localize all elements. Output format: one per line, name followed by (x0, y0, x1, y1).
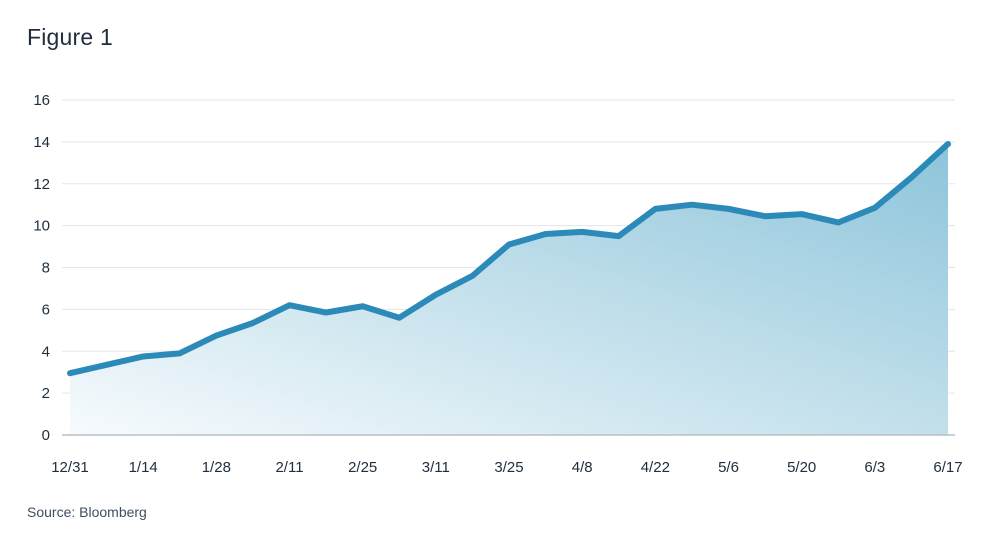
x-tick-label: 4/8 (572, 459, 593, 476)
y-tick-label: 8 (42, 260, 50, 277)
data-point (433, 292, 439, 298)
source-note: Source: Bloomberg (27, 504, 147, 520)
chart-title: Figure 1 (27, 24, 113, 50)
x-tick-label: 6/3 (864, 459, 885, 476)
series-line (67, 140, 951, 377)
data-point (616, 233, 622, 239)
data-point (543, 231, 549, 237)
x-tick-label: 3/11 (422, 459, 450, 476)
y-tick-label: 12 (33, 176, 50, 193)
data-point (140, 353, 146, 359)
data-point (250, 320, 256, 326)
data-point (67, 370, 73, 376)
area-fill (70, 143, 948, 435)
y-axis-tick-labels: 0 2 4 6 8 10 12 14 16 (33, 92, 50, 444)
area-layer (67, 140, 951, 435)
data-point (689, 202, 695, 208)
y-tick-label: 16 (33, 92, 50, 109)
data-point (908, 174, 914, 180)
y-tick-label: 2 (42, 385, 50, 402)
y-tick-label: 6 (42, 301, 50, 318)
x-tick-label: 1/14 (129, 459, 158, 476)
y-tick-label: 14 (33, 134, 50, 151)
x-tick-label: 2/11 (275, 459, 303, 476)
y-tick-label: 10 (33, 218, 50, 235)
y-tick-label: 4 (42, 343, 50, 360)
x-tick-label: 2/25 (348, 459, 377, 476)
data-point (469, 273, 475, 279)
data-point (762, 213, 768, 219)
x-axis-tick-labels: 12/31 1/14 1/28 2/11 2/25 3/11 3/25 4/8 4/22 5/6 5… (51, 459, 962, 476)
x-tick-label: 6/17 (933, 459, 962, 476)
x-tick-label: 4/22 (641, 459, 670, 476)
x-tick-label: 12/31 (51, 459, 89, 476)
data-point (872, 205, 878, 211)
data-point (506, 241, 512, 247)
data-point (104, 362, 110, 368)
data-point (726, 206, 732, 212)
data-point (287, 302, 293, 308)
data-point (396, 315, 402, 321)
data-point (652, 206, 658, 212)
y-tick-label: 0 (42, 427, 50, 444)
x-tick-label: 3/25 (494, 459, 523, 476)
data-point (579, 229, 585, 235)
data-point (323, 310, 329, 316)
data-point (213, 333, 219, 339)
data-point (177, 350, 183, 356)
x-tick-label: 5/6 (718, 459, 739, 476)
data-point (835, 219, 841, 225)
x-tick-label: 1/28 (202, 459, 231, 476)
x-tick-label: 5/20 (787, 459, 816, 476)
data-point (360, 303, 366, 309)
data-point (799, 211, 805, 217)
data-point (945, 141, 951, 147)
